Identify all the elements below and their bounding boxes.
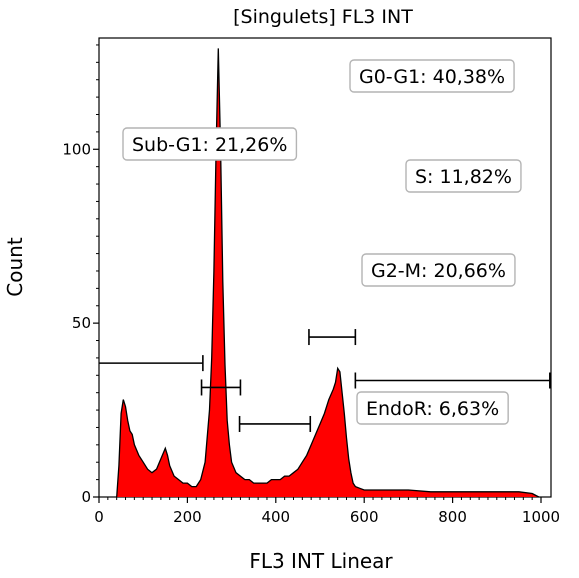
y-tick-label: 50 (72, 314, 91, 332)
gate-annotation: S: 11,82% (405, 159, 522, 193)
gate-annotation-text: EndoR: 6,63% (366, 398, 499, 420)
chart-title: [Singulets] FL3 INT (233, 6, 413, 28)
gate-annotation: G0-G1: 40,38% (349, 59, 515, 93)
x-tick-label: 800 (438, 508, 467, 526)
y-axis: 0 50 100 (62, 44, 99, 506)
plot-area: Sub-G1: 21,26% G0-G1: 40,38% S: 11,82% G2-M… (98, 37, 552, 498)
x-tick-label: 400 (261, 508, 290, 526)
gate-annotation: Sub-G1: 21,26% (122, 127, 298, 161)
gate-annotation-text: G0-G1: 40,38% (359, 66, 505, 88)
gate-annotation-box (122, 127, 298, 161)
gate-annotation-text: S: 11,82% (415, 166, 512, 188)
y-axis-label: Count (3, 237, 27, 297)
gate-annotation: EndoR: 6,63% (356, 391, 509, 425)
x-tick-label: 1000 (522, 508, 560, 526)
x-axis-label: FL3 INT Linear (249, 549, 393, 573)
y-tick-label: 100 (62, 140, 91, 158)
gate-annotation-box (405, 159, 522, 193)
gate-annotation-box (349, 59, 515, 93)
y-tick-label: 0 (81, 488, 91, 506)
gate-annotation-box (356, 391, 509, 425)
histogram-outline (116, 48, 540, 498)
gate-annotation-box (361, 253, 516, 287)
gate-annotation: G2-M: 20,66% (361, 253, 516, 287)
x-tick-label: 600 (350, 508, 379, 526)
histogram-area (116, 48, 539, 498)
x-tick-label: 200 (173, 508, 202, 526)
gate-annotation-text: Sub-G1: 21,26% (132, 134, 287, 156)
gate-annotation-text: G2-M: 20,66% (371, 260, 506, 282)
x-axis: 0 200 400 600 800 1000 (94, 497, 560, 526)
x-tick-label: 0 (94, 508, 104, 526)
